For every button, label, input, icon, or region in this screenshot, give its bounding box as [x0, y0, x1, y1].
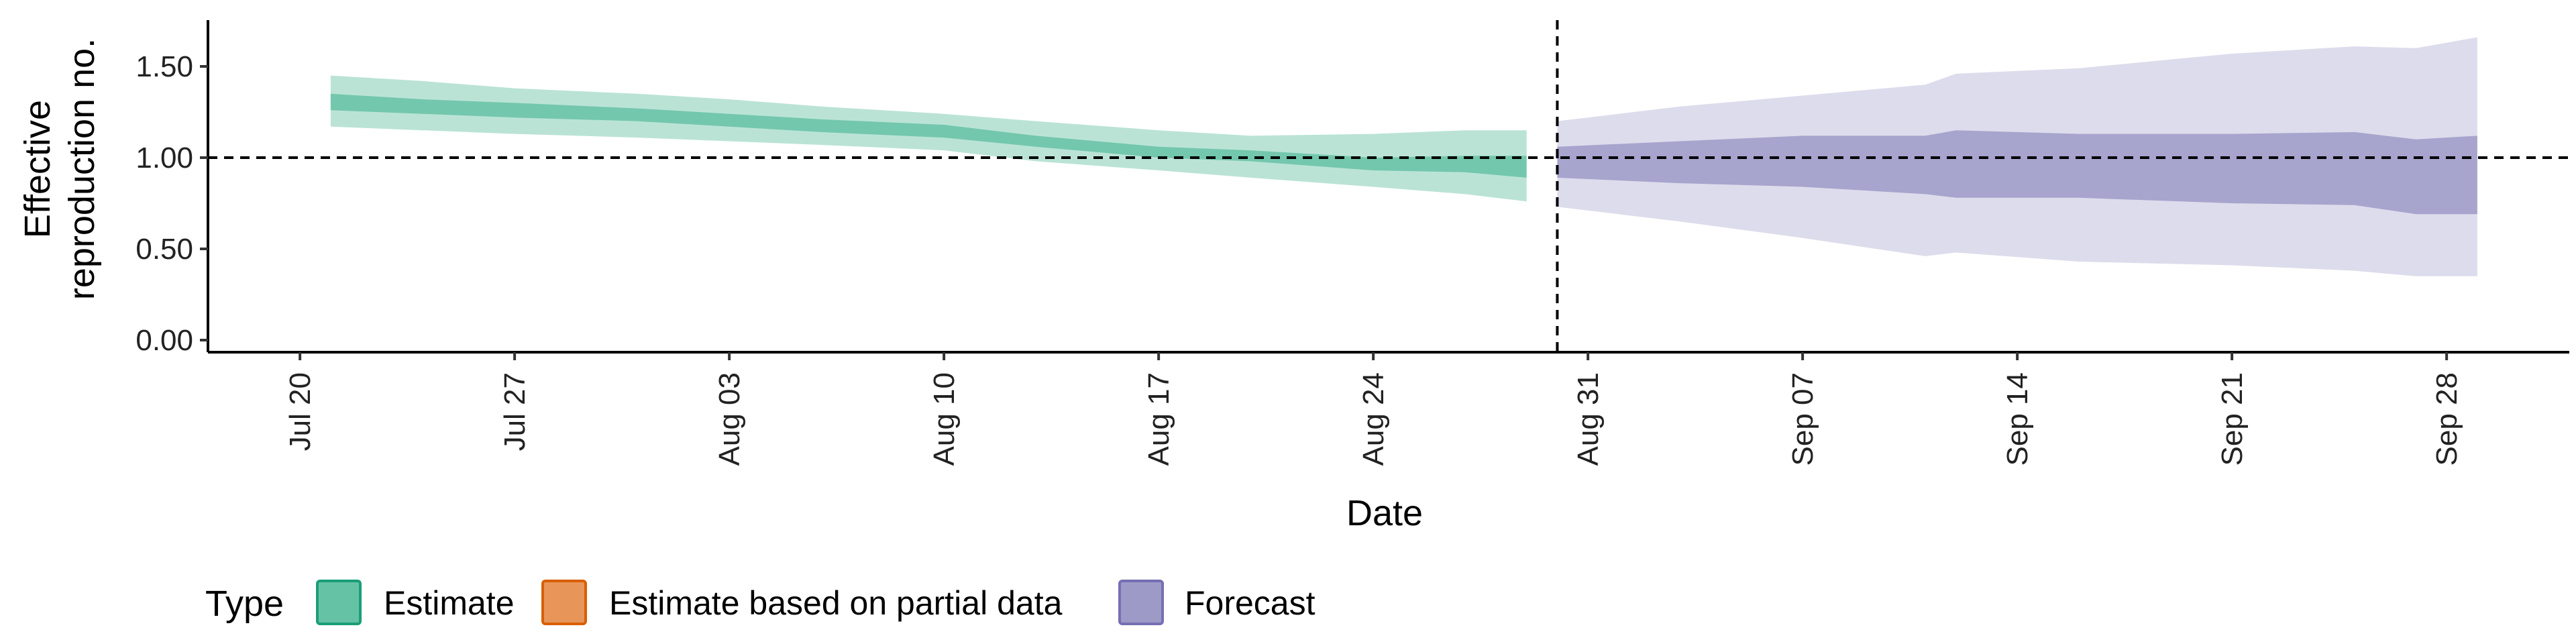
forecast-band-50	[1557, 130, 2477, 215]
x-tick-label: Sep 14	[2001, 372, 2034, 466]
y-tick-label: 0.50	[136, 233, 193, 266]
reference-lines	[208, 20, 2569, 352]
legend-key-partial	[541, 580, 587, 625]
x-tick-label: Aug 03	[713, 372, 746, 466]
y-tick-label: 1.00	[136, 142, 193, 174]
x-tick-label: Jul 27	[498, 372, 531, 451]
y-tick-labels: 0.00 0.50 1.00 1.50	[136, 50, 193, 357]
x-tick-label: Aug 17	[1142, 372, 1175, 466]
y-axis-title-line1: Effective	[17, 100, 58, 238]
axes-layer	[200, 20, 2569, 360]
x-tick-labels: Jul 20 Jul 27 Aug 03 Aug 10 Aug 17 Aug 24 Aug …	[284, 372, 2463, 466]
legend-label-partial: Estimate based on partial data	[609, 584, 1063, 622]
legend-label-estimate: Estimate	[384, 584, 515, 622]
x-tick-label: Sep 07	[1786, 372, 1819, 466]
legend-label-forecast: Forecast	[1185, 584, 1316, 622]
legend-title: Type	[205, 584, 284, 624]
estimate-band-90	[330, 75, 1527, 202]
y-tick-label: 1.50	[136, 50, 193, 83]
legend-key-estimate	[316, 580, 362, 625]
x-tick-label: Sep 21	[2216, 372, 2249, 466]
legend: Type Estimate Estimate based on partial …	[205, 580, 1316, 625]
y-tick-label: 0.00	[136, 324, 193, 357]
x-tick-label: Jul 20	[284, 372, 317, 451]
x-axis-title: Date	[1346, 493, 1423, 533]
y-axis-title-line2: reproduction no.	[62, 38, 102, 300]
x-tick-label: Aug 31	[1572, 372, 1605, 466]
legend-key-forecast	[1118, 580, 1164, 625]
x-tick-label: Sep 28	[2430, 372, 2463, 466]
x-tick-label: Aug 10	[928, 372, 961, 466]
x-tick-label: Aug 24	[1357, 372, 1390, 466]
